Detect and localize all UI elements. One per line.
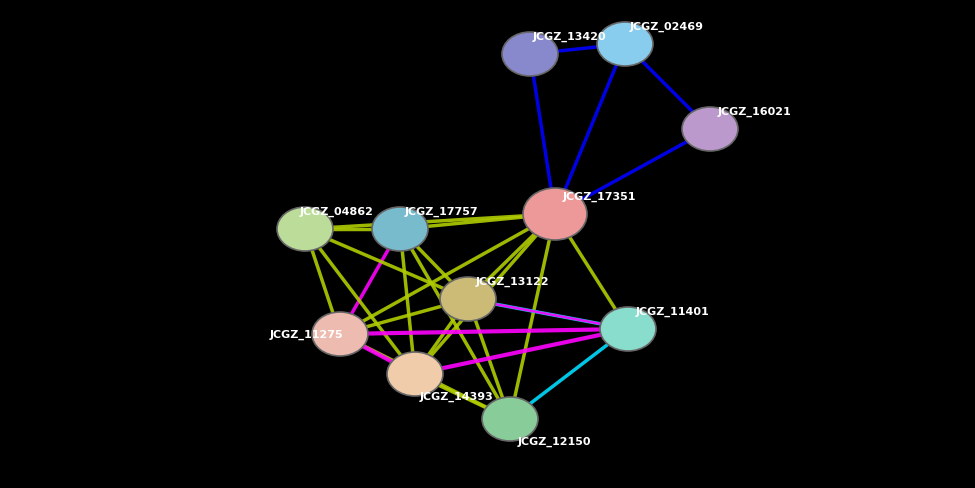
- Text: JCGZ_04862: JCGZ_04862: [300, 206, 373, 217]
- Text: JCGZ_02469: JCGZ_02469: [630, 22, 704, 32]
- Ellipse shape: [312, 312, 368, 356]
- Text: JCGZ_11275: JCGZ_11275: [270, 329, 343, 340]
- Ellipse shape: [502, 33, 558, 77]
- Ellipse shape: [440, 278, 496, 321]
- Ellipse shape: [277, 207, 333, 251]
- Text: JCGZ_13420: JCGZ_13420: [533, 32, 606, 42]
- Ellipse shape: [600, 307, 656, 351]
- Text: JCGZ_12150: JCGZ_12150: [518, 436, 592, 446]
- Text: JCGZ_14393: JCGZ_14393: [420, 391, 493, 401]
- Text: JCGZ_11401: JCGZ_11401: [636, 306, 710, 317]
- Ellipse shape: [597, 23, 653, 67]
- Ellipse shape: [682, 108, 738, 152]
- Text: JCGZ_17351: JCGZ_17351: [563, 191, 637, 202]
- Ellipse shape: [387, 352, 443, 396]
- Ellipse shape: [372, 207, 428, 251]
- Text: JCGZ_13122: JCGZ_13122: [476, 276, 550, 286]
- Ellipse shape: [523, 189, 587, 241]
- Text: JCGZ_16021: JCGZ_16021: [718, 107, 792, 117]
- Ellipse shape: [482, 397, 538, 441]
- Text: JCGZ_17757: JCGZ_17757: [405, 206, 479, 217]
